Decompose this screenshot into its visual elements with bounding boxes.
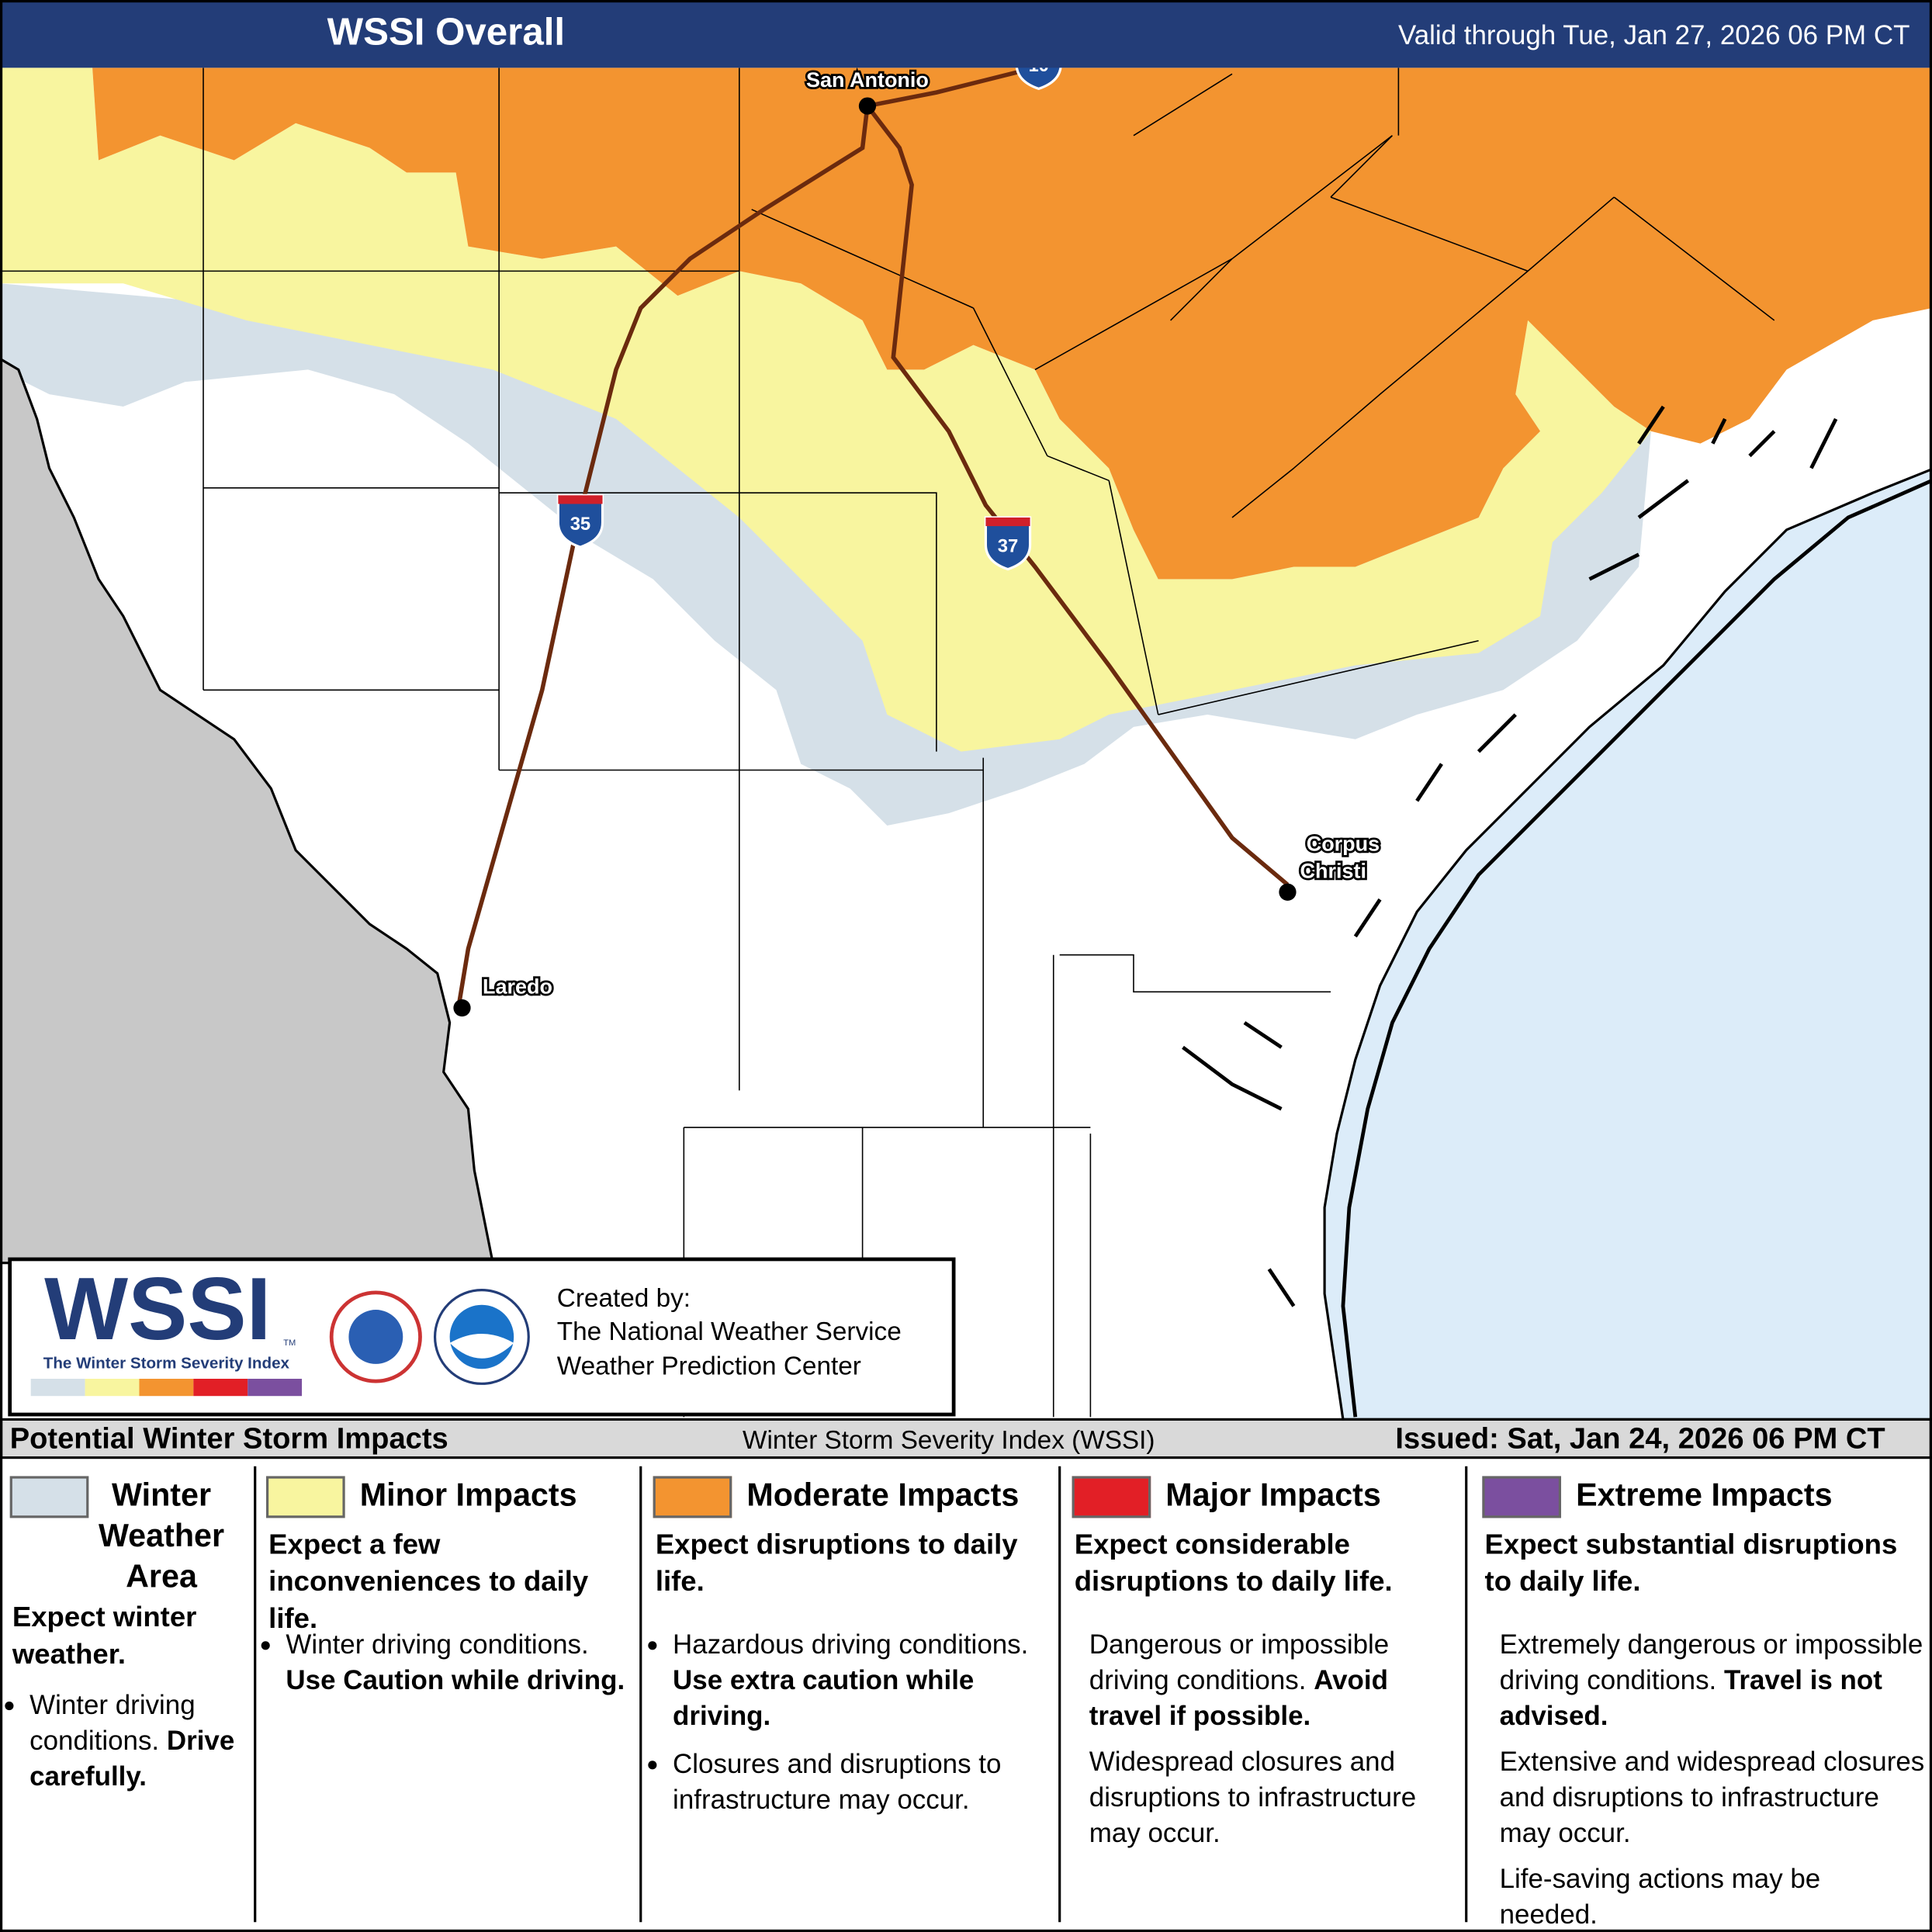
colorbar-segment: [139, 1378, 194, 1397]
impact-text: Life-saving actions may be needed.: [1499, 1863, 1821, 1930]
impact-item: Closures and disruptions to infrastructu…: [673, 1746, 1054, 1817]
shield-top: [558, 495, 603, 504]
tm: TM: [283, 1338, 296, 1348]
impact-text: Winter driving conditions.: [29, 1689, 196, 1756]
shield-top: [985, 517, 1030, 527]
impact-item: Hazardous driving conditions. Use extra …: [673, 1626, 1054, 1733]
city-label: Corpus: [1307, 832, 1380, 855]
impact-text: Hazardous driving conditions.: [673, 1629, 1029, 1660]
impact-text: Extensive and widespread closures and di…: [1499, 1746, 1925, 1849]
impact-item: Dangerous or impossible driving conditio…: [1089, 1626, 1460, 1733]
impact-text: Winter driving conditions.: [286, 1629, 589, 1660]
bullet-list: Winter driving conditions. Use Caution w…: [266, 1626, 635, 1698]
created-by: Created by:: [557, 1284, 691, 1313]
category-body: Winter driving conditions. Use Caution w…: [266, 1626, 635, 1710]
legend-issued: Issued: Sat, Jan 24, 2026 06 PM CT: [1395, 1422, 1885, 1455]
category-headline: Expect a few inconveniences to daily lif…: [268, 1528, 589, 1634]
city-dot: [1279, 883, 1297, 901]
bullet-list: Hazardous driving conditions. Use extra …: [653, 1626, 1054, 1817]
shield-number: 35: [570, 514, 591, 535]
colorbar-segment: [85, 1378, 140, 1397]
impact-item: Winter driving conditions. Drive careful…: [29, 1687, 250, 1794]
category-headline: Expect disruptions to daily life.: [655, 1528, 1018, 1598]
impact-item: Life-saving actions may be needed.: [1500, 1861, 1926, 1932]
colorbar-segment: [30, 1378, 85, 1397]
category-name: Minor Impacts: [359, 1476, 577, 1514]
colorbar-segment: [193, 1378, 248, 1397]
impact-text: Closures and disruptions to infrastructu…: [673, 1748, 1002, 1816]
bullet-list: Winter driving conditions. Drive careful…: [10, 1687, 251, 1794]
city-label: Laredo: [483, 975, 552, 999]
created-by: The National Weather Service: [557, 1317, 902, 1346]
category-name: Winter Weather Area: [98, 1476, 225, 1594]
category-name: Extreme Impacts: [1576, 1476, 1833, 1514]
impact-text: Dangerous or impossible driving conditio…: [1089, 1629, 1390, 1696]
legend-swatch: [1072, 1476, 1151, 1518]
impact-action: Use Caution while driving.: [286, 1664, 625, 1696]
category-name: Major Impacts: [1165, 1476, 1381, 1514]
impact-text: Extremely dangerous or impossible drivin…: [1499, 1629, 1923, 1696]
category-body: Dangerous or impossible driving conditio…: [1089, 1626, 1460, 1861]
legend-swatch: [9, 1476, 89, 1518]
impact-item: Widespread closures and disruptions to i…: [1089, 1743, 1460, 1851]
category-headline: Expect winter weather.: [12, 1600, 197, 1670]
category-body: Winter driving conditions. Drive careful…: [10, 1687, 251, 1806]
impact-item: Extensive and widespread closures and di…: [1500, 1743, 1926, 1851]
legend-swatch: [266, 1476, 345, 1518]
impact-action: Use extra caution while driving.: [673, 1664, 975, 1732]
city-dot: [858, 97, 877, 115]
title: WSSI Overall: [327, 10, 565, 53]
impact-item: Extremely dangerous or impossible drivin…: [1500, 1626, 1926, 1733]
legend-center: Winter Storm Severity Index (WSSI): [743, 1426, 1155, 1455]
impact-item: Winter driving conditions. Use Caution w…: [286, 1626, 635, 1698]
impact-action: Drive carefully.: [29, 1725, 235, 1792]
nws-logo-center: [348, 1310, 403, 1364]
city-dot: [453, 999, 471, 1017]
shield-number: 37: [998, 535, 1019, 556]
impact-text: Widespread closures and disruptions to i…: [1089, 1746, 1417, 1849]
colorbar-segment: [248, 1378, 303, 1397]
city-label: Christi: [1300, 859, 1366, 882]
legend-swatch: [1482, 1476, 1562, 1518]
category-name: Moderate Impacts: [746, 1476, 1020, 1514]
valid-time: Valid through Tue, Jan 27, 2026 06 PM CT: [1398, 20, 1909, 50]
created-by: Weather Prediction Center: [557, 1352, 861, 1381]
category-headline: Expect substantial disruptions to daily …: [1484, 1528, 1898, 1598]
impact-action: Travel is not advised.: [1499, 1664, 1882, 1732]
category-body: Hazardous driving conditions. Use extra …: [653, 1626, 1054, 1830]
legend-swatch: [653, 1476, 732, 1518]
legend-title: Potential Winter Storm Impacts: [10, 1422, 448, 1455]
logo-subtitle: The Winter Storm Severity Index: [43, 1354, 290, 1372]
impact-action: Avoid travel if possible.: [1089, 1664, 1388, 1732]
category-headline: Expect considerable disruptions to daily…: [1074, 1528, 1393, 1598]
city-label: San Antonio: [806, 68, 929, 92]
category-body: Extremely dangerous or impossible drivin…: [1500, 1626, 1926, 1932]
wssi-wordmark: WSSI: [44, 1260, 271, 1359]
